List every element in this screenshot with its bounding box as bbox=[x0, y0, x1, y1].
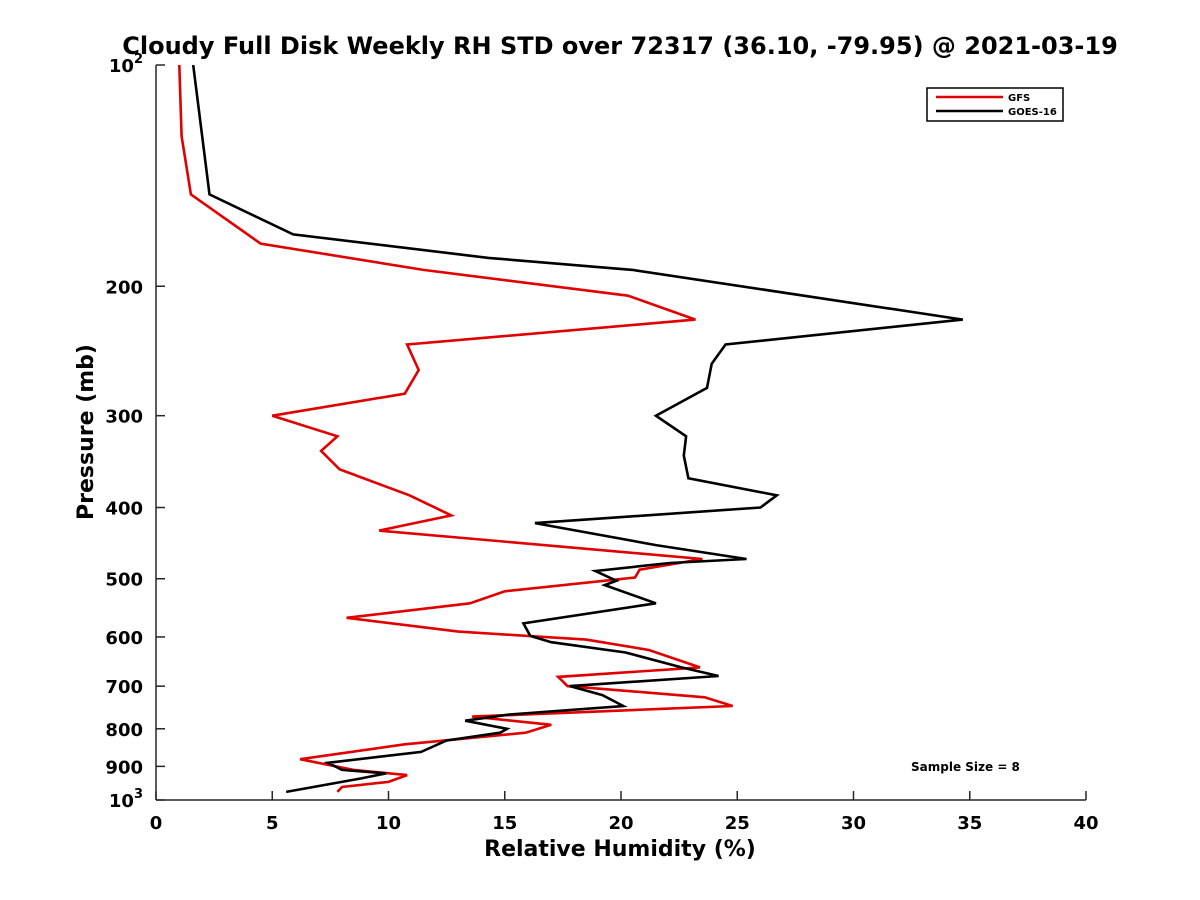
y-tick-label: 900 bbox=[105, 757, 143, 778]
y-tick-label: 400 bbox=[105, 499, 143, 520]
x-tick-label: 5 bbox=[266, 813, 279, 834]
plot-area: 0 5 10 15 20 25 30 35 40 10220030040050060070080… bbox=[105, 52, 1098, 834]
x-tick-label: 20 bbox=[608, 813, 633, 834]
legend-label-goes-16: GOES-16 bbox=[1008, 107, 1057, 118]
legend-label-gfs: GFS bbox=[1008, 93, 1030, 104]
y-tick-label: 700 bbox=[105, 677, 143, 698]
x-tick-label: 0 bbox=[150, 813, 163, 834]
y-tick-exponent: 2 bbox=[134, 52, 143, 67]
series-layer bbox=[178, 64, 963, 794]
y-tick-base: 10 bbox=[109, 56, 134, 77]
axes-background bbox=[156, 65, 1086, 800]
y-tick-label: 200 bbox=[105, 277, 143, 298]
series-line-gfs bbox=[178, 64, 733, 793]
x-tick-label: 30 bbox=[841, 813, 866, 834]
legend-box bbox=[926, 87, 1064, 122]
series-line-goes-16 bbox=[191, 64, 963, 794]
y-tick-label: 300 bbox=[105, 407, 143, 428]
x-tick-label: 15 bbox=[492, 813, 517, 834]
y-tick-exponent: 3 bbox=[134, 787, 143, 802]
y-tick-base: 10 bbox=[109, 791, 134, 812]
y-tick-label-power: 102 bbox=[109, 52, 143, 77]
x-tick-label: 40 bbox=[1073, 813, 1098, 834]
x-tick-group: 0 5 10 15 20 25 30 35 40 bbox=[150, 791, 1099, 834]
y-tick-label-power: 103 bbox=[109, 787, 143, 812]
y-axis-label: Pressure (mb) bbox=[74, 344, 99, 520]
y-tick-label: 600 bbox=[105, 628, 143, 649]
x-tick-label: 25 bbox=[725, 813, 750, 834]
chart-title: Cloudy Full Disk Weekly RH STD over 7231… bbox=[122, 32, 1118, 60]
x-tick-label: 10 bbox=[376, 813, 401, 834]
sample-size-annotation: Sample Size = 8 bbox=[911, 760, 1020, 774]
y-tick-label: 800 bbox=[105, 720, 143, 741]
y-tick-label: 500 bbox=[105, 570, 143, 591]
x-tick-label: 35 bbox=[957, 813, 982, 834]
legend: GFS GOES-16 bbox=[926, 87, 1064, 122]
x-axis-label: Relative Humidity (%) bbox=[484, 837, 756, 862]
